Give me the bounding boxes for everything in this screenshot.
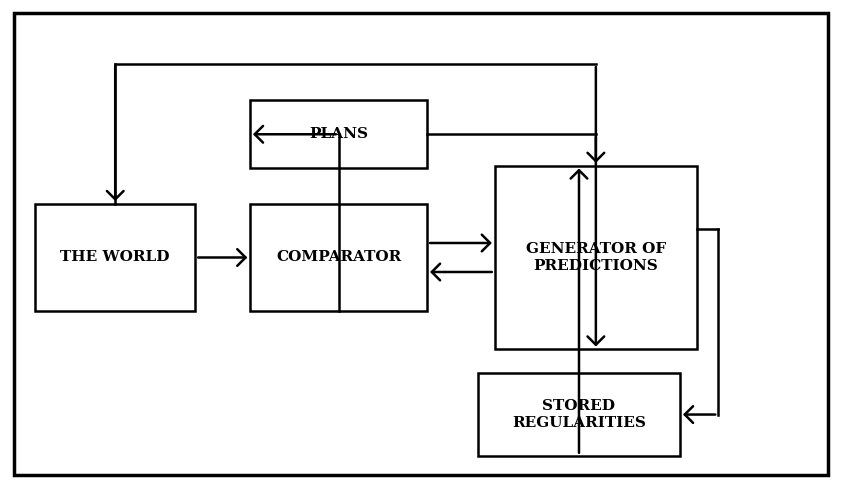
FancyBboxPatch shape [495,166,697,349]
Text: GENERATOR OF
PREDICTIONS: GENERATOR OF PREDICTIONS [525,243,666,273]
Text: THE WORLD: THE WORLD [60,250,170,264]
Text: COMPARATOR: COMPARATOR [276,250,401,264]
Text: STORED
REGULARITIES: STORED REGULARITIES [512,399,646,430]
FancyBboxPatch shape [14,14,827,475]
FancyBboxPatch shape [250,204,427,311]
Text: PLANS: PLANS [309,127,368,141]
FancyBboxPatch shape [36,204,195,311]
FancyBboxPatch shape [250,101,427,168]
FancyBboxPatch shape [478,373,680,455]
